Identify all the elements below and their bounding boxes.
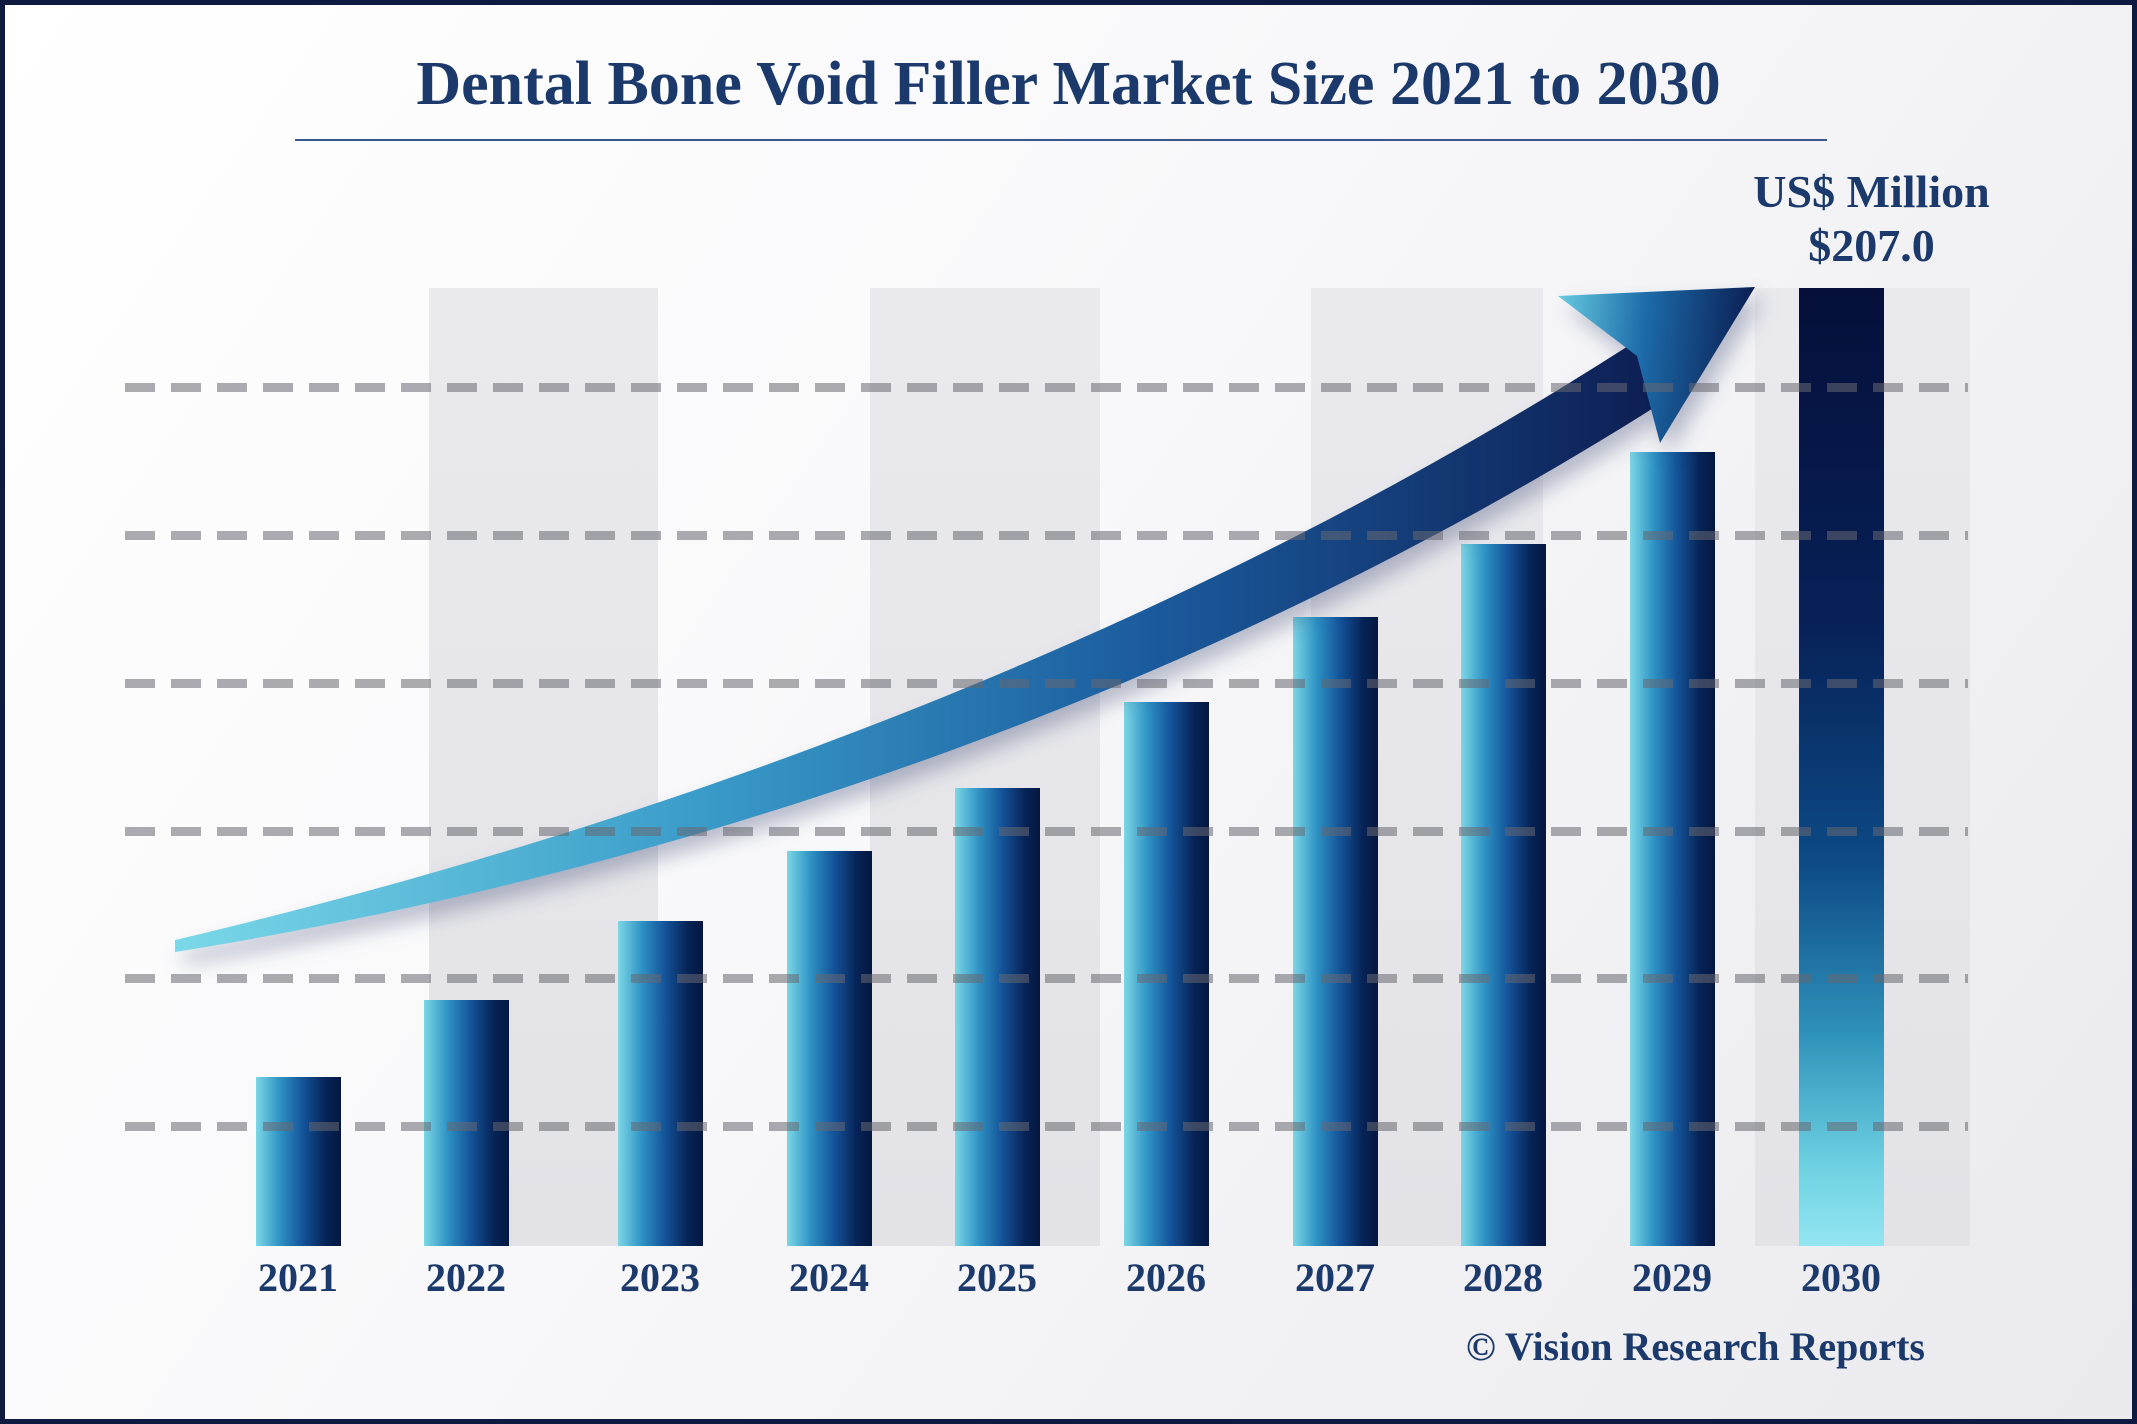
x-axis-label-2026: 2026 (1126, 1255, 1206, 1300)
x-axis-label-2027: 2027 (1295, 1255, 1375, 1300)
final-value-label: $207.0 (1808, 219, 1935, 271)
bar-2021 (255, 1077, 341, 1246)
bar-2027 (1292, 617, 1378, 1246)
dashed-gridline (125, 531, 1968, 540)
dashed-gridline (125, 679, 1968, 688)
x-axis-label-2028: 2028 (1463, 1255, 1543, 1300)
dashed-gridline (125, 827, 1968, 836)
growth-arrow (175, 287, 1755, 952)
bar-2030 (1798, 288, 1884, 1246)
x-axis-label-2030: 2030 (1801, 1255, 1881, 1300)
dashed-gridline (125, 974, 1968, 983)
dashed-gridline (125, 383, 1968, 392)
bar-2025 (954, 788, 1040, 1246)
watermark-vision-research-reports: © Vision Research Reports (1465, 1324, 1925, 1369)
arrow-head (1558, 287, 1755, 443)
title-underline (295, 139, 1827, 141)
x-axis-label-2021: 2021 (258, 1255, 338, 1300)
value-annotation: US$ Million $207.0 (1699, 165, 2044, 273)
unit-label: US$ Million (1753, 166, 1990, 217)
bar-2024 (786, 851, 872, 1246)
x-axis-label-2025: 2025 (957, 1255, 1037, 1300)
dashed-gridline (125, 1122, 1968, 1131)
bar-2029 (1629, 452, 1715, 1246)
x-axis-label-2029: 2029 (1632, 1255, 1712, 1300)
x-axis-label-2024: 2024 (789, 1255, 869, 1300)
arrow-shaft-swoosh (175, 330, 1666, 952)
x-axis-label-2022: 2022 (426, 1255, 506, 1300)
x-axis-label-2023: 2023 (620, 1255, 700, 1300)
chart-title: Dental Bone Void Filler Market Size 2021… (416, 50, 1721, 118)
